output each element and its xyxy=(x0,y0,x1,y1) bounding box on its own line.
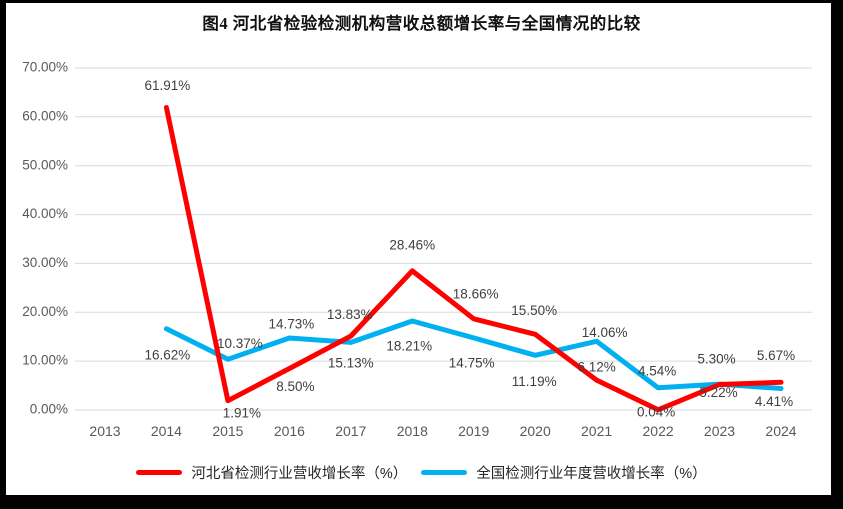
hebei-series-swatch xyxy=(136,470,183,475)
x-axis-label: 2015 xyxy=(212,423,243,439)
y-axis-tick-label: 0.00% xyxy=(30,402,68,417)
data-label: 15.13% xyxy=(328,356,374,371)
data-label: 28.46% xyxy=(389,237,435,252)
chart-frame xyxy=(6,3,831,495)
data-label: 18.66% xyxy=(453,286,499,301)
data-label: 14.06% xyxy=(582,325,628,340)
data-label: 13.83% xyxy=(327,307,373,322)
x-axis-label: 2019 xyxy=(458,423,489,439)
data-label: 5.30% xyxy=(697,352,735,367)
x-axis-label: 2020 xyxy=(520,423,551,439)
data-label: 14.73% xyxy=(269,317,315,332)
y-axis-tick-label: 30.00% xyxy=(22,255,68,270)
chart-legend: 河北省检测行业营收增长率（%） 全国检测行业年度营收增长率（%） xyxy=(0,462,843,483)
data-label: 16.62% xyxy=(145,347,191,362)
national-series-swatch xyxy=(421,470,468,475)
data-label: 61.91% xyxy=(145,78,191,93)
data-label: 14.75% xyxy=(449,355,495,370)
data-label: 10.37% xyxy=(217,336,263,351)
data-label: 11.19% xyxy=(512,374,557,389)
y-axis-tick-label: 10.00% xyxy=(22,353,68,368)
x-axis-label: 2013 xyxy=(89,423,120,439)
legend-item-national[interactable]: 全国检测行业年度营收增长率（%） xyxy=(421,462,707,483)
x-axis-label: 2018 xyxy=(397,423,428,439)
data-label: 18.21% xyxy=(386,339,432,354)
x-axis-label: 2016 xyxy=(274,423,305,439)
y-axis-tick-label: 60.00% xyxy=(22,108,68,123)
x-axis-label: 2017 xyxy=(335,423,366,439)
x-axis-label: 2014 xyxy=(151,423,182,439)
data-label: 4.41% xyxy=(755,394,793,409)
y-axis-tick-label: 40.00% xyxy=(22,206,68,221)
series-line-0[interactable] xyxy=(163,105,784,413)
y-axis-tick-label: 70.00% xyxy=(22,60,68,75)
data-label: 4.54% xyxy=(638,363,676,378)
data-label: 6.12% xyxy=(577,360,615,375)
x-axis-label: 2021 xyxy=(581,423,612,439)
series-line-1[interactable] xyxy=(163,318,784,391)
data-label: 8.50% xyxy=(276,379,314,394)
data-label: 5.67% xyxy=(757,348,795,363)
legend-label-hebei: 河北省检测行业营收增长率（%） xyxy=(191,466,408,482)
legend-item-hebei[interactable]: 河北省检测行业营收增长率（%） xyxy=(136,462,407,483)
data-label: 0.04% xyxy=(637,404,675,419)
x-axis-label: 2022 xyxy=(643,423,674,439)
data-label: 15.50% xyxy=(511,303,557,318)
y-axis-tick-label: 20.00% xyxy=(22,304,68,319)
chart-title: 图4 河北省检验检测机构营收总额增长率与全国情况的比较 xyxy=(202,14,641,33)
x-axis-label: 2023 xyxy=(704,423,735,439)
x-axis-label: 2024 xyxy=(765,423,796,439)
data-label: 5.22% xyxy=(699,385,737,400)
y-axis-tick-label: 50.00% xyxy=(22,157,68,172)
data-label: 1.91% xyxy=(223,405,261,420)
legend-label-national: 全国检测行业年度营收增长率（%） xyxy=(476,466,707,482)
